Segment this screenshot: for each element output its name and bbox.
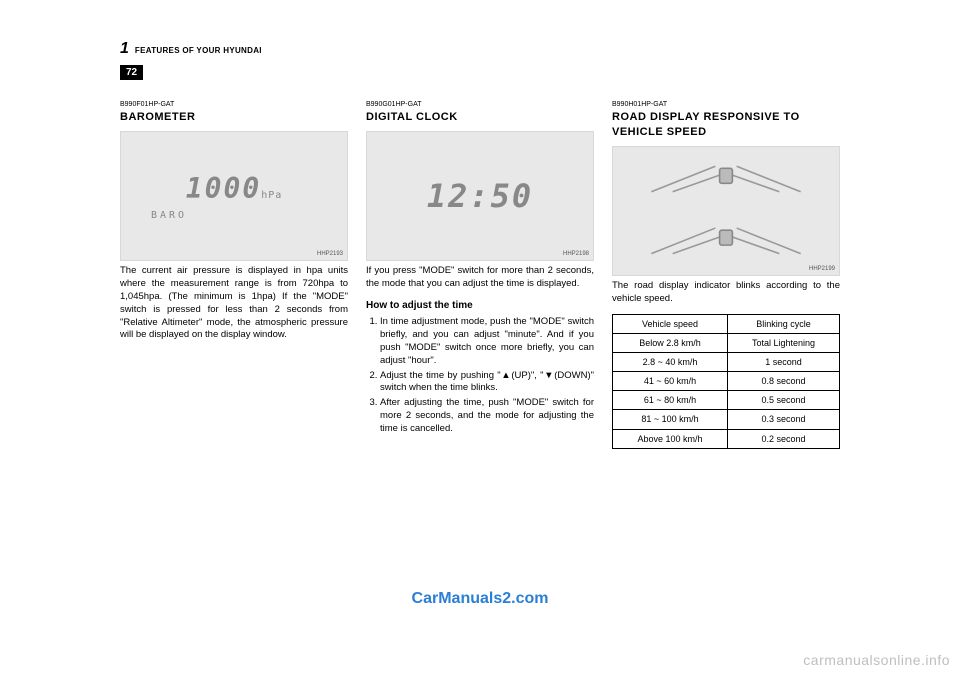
column-road-display: B990H01HP-GAT ROAD DISPLAY RESPONSIVE TO… <box>612 100 840 449</box>
content-columns: B990F01HP-GAT BAROMETER 1000 hPa BARO HH… <box>120 100 840 449</box>
figure-caption: HHP2199 <box>809 265 835 273</box>
table-row: Above 100 km/h0.2 second <box>613 429 840 448</box>
table-row: Vehicle speed Blinking cycle <box>613 314 840 333</box>
section-code: B990H01HP-GAT <box>612 100 840 109</box>
lcd-value: 1000 <box>186 170 261 208</box>
column-barometer: B990F01HP-GAT BAROMETER 1000 hPa BARO HH… <box>120 100 348 449</box>
manual-page: 1 FEATURES OF YOUR HYUNDAI 72 B990F01HP-… <box>120 40 840 600</box>
list-item: After adjusting the time, push "MODE" sw… <box>380 397 594 435</box>
column-digital-clock: B990G01HP-GAT DIGITAL CLOCK 12:50 HHP219… <box>366 100 594 449</box>
table-header: Blinking cycle <box>728 314 840 333</box>
watermark-carmanualsonline: carmanualsonline.info <box>803 652 950 668</box>
table-row: 41 ~ 60 km/h0.8 second <box>613 372 840 391</box>
road-icon <box>613 147 839 275</box>
lcd-unit: hPa <box>261 189 282 203</box>
page-number: 72 <box>120 65 143 80</box>
body-text: If you press "MODE" switch for more than… <box>366 265 594 291</box>
figure-caption: HHP2193 <box>317 250 343 258</box>
speed-table: Vehicle speed Blinking cycle Below 2.8 k… <box>612 314 840 449</box>
table-row: 81 ~ 100 km/h0.3 second <box>613 410 840 429</box>
clock-figure: 12:50 HHP2198 <box>366 131 594 261</box>
page-header: 1 FEATURES OF YOUR HYUNDAI <box>120 40 840 58</box>
sub-heading: How to adjust the time <box>366 299 594 313</box>
figure-caption: HHP2198 <box>563 250 589 258</box>
body-text: The road display indicator blinks accord… <box>612 280 840 306</box>
table-row: 2.8 ~ 40 km/h1 second <box>613 353 840 372</box>
lcd-label: BARO <box>151 209 187 223</box>
watermark-carmanuals2: CarManuals2.com <box>412 590 549 608</box>
chapter-number: 1 <box>120 40 129 58</box>
table-header: Vehicle speed <box>613 314 728 333</box>
section-title: BAROMETER <box>120 110 348 125</box>
section-title: ROAD DISPLAY RESPONSIVE TO VEHICLE SPEED <box>612 110 840 140</box>
table-row: 61 ~ 80 km/h0.5 second <box>613 391 840 410</box>
table-row: Below 2.8 km/hTotal Lightening <box>613 333 840 352</box>
section-code: B990F01HP-GAT <box>120 100 348 109</box>
body-text: The current air pressure is displayed in… <box>120 265 348 342</box>
road-display-figure: HHP2199 <box>612 146 840 276</box>
chapter-title: FEATURES OF YOUR HYUNDAI <box>135 46 262 55</box>
list-item: In time adjustment mode, push the "MODE"… <box>380 316 594 367</box>
lcd-time: 12:50 <box>427 175 533 218</box>
steps-list: In time adjustment mode, push the "MODE"… <box>366 316 594 435</box>
barometer-figure: 1000 hPa BARO HHP2193 <box>120 131 348 261</box>
list-item: Adjust the time by pushing "▲(UP)", "▼(D… <box>380 370 594 396</box>
section-title: DIGITAL CLOCK <box>366 110 594 125</box>
section-code: B990G01HP-GAT <box>366 100 594 109</box>
